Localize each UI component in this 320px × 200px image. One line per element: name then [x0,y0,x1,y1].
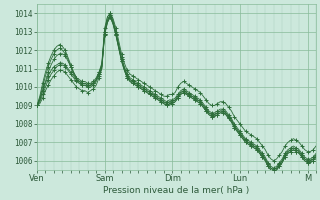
X-axis label: Pression niveau de la mer( hPa ): Pression niveau de la mer( hPa ) [103,186,250,195]
